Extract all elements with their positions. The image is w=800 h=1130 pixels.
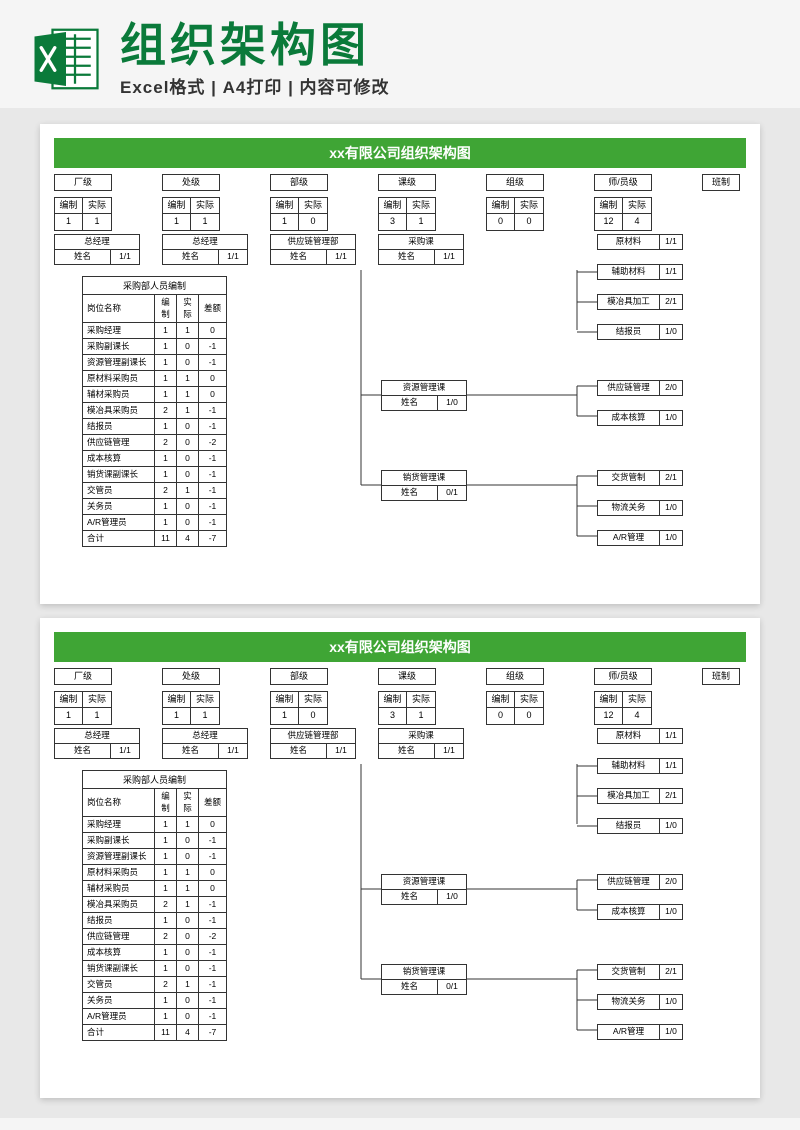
org-leaf: 模冶具加工2/1: [597, 788, 683, 804]
org-leaf: 原材料1/1: [597, 728, 683, 744]
table-row: 模冶具采购员21-1: [83, 896, 227, 912]
org-leaf: 供应链管理2/0: [597, 380, 683, 396]
page-title: 组织架构图: [120, 20, 390, 71]
count-box: 编制实际00: [486, 691, 544, 725]
org-node: 采购课姓名1/1: [378, 234, 464, 265]
staff-table: 岗位名称编制实际差额采购经理110采购副课长10-1资源管理副课长10-1原材料…: [82, 294, 227, 547]
level-cell: 组级: [486, 174, 544, 192]
org-canvas: 原材料1/1辅助材料1/1模冶具加工2/1结报员1/0资源管理课姓名1/0供应链…: [231, 270, 746, 590]
level-cell: 师/员级: [594, 174, 652, 192]
org-leaf: 辅助材料1/1: [597, 758, 683, 774]
table-row: 模冶具采购员21-1: [83, 402, 227, 418]
table-row: 销货课副课长10-1: [83, 466, 227, 482]
org-leaf: 物流关务1/0: [597, 994, 683, 1010]
table-row: 供应链管理20-2: [83, 434, 227, 450]
level-cell: 处级: [162, 668, 220, 686]
org-node: 供应链管理部姓名1/1: [270, 234, 356, 265]
sheet-title: xx有限公司组织架构图: [54, 632, 746, 662]
table-row: 辅材采购员110: [83, 386, 227, 402]
sheet-1: xx有限公司组织架构图厂级 处级 部级 课级 组级 师/员级 班制编制实际11 编制实际11 编…: [40, 124, 760, 604]
table-row: 合计114-7: [83, 1024, 227, 1040]
table-row: 供应链管理20-2: [83, 928, 227, 944]
count-box: 编制实际11: [162, 197, 220, 231]
table-row: 成本核算10-1: [83, 944, 227, 960]
org-leaf: 结报员1/0: [597, 818, 683, 834]
count-box: 编制实际31: [378, 197, 436, 231]
org-canvas: 原材料1/1辅助材料1/1模冶具加工2/1结报员1/0资源管理课姓名1/0供应链…: [231, 764, 746, 1084]
sheet-2: xx有限公司组织架构图厂级 处级 部级 课级 组级 师/员级 班制编制实际11 编制实际11 编…: [40, 618, 760, 1098]
level-cell: 部级: [270, 668, 328, 686]
count-box: 编制实际00: [486, 197, 544, 231]
count-box: 编制实际31: [378, 691, 436, 725]
table-row: 关务员10-1: [83, 992, 227, 1008]
org-node: 总经理姓名1/1: [54, 728, 140, 759]
table-row: 采购副课长10-1: [83, 832, 227, 848]
count-box: 编制实际124: [594, 691, 652, 725]
org-leaf: 结报员1/0: [597, 324, 683, 340]
table-row: A/R管理员10-1: [83, 1008, 227, 1024]
org-node: 销货管理课姓名0/1: [381, 470, 467, 501]
table-row: 资源管理副课长10-1: [83, 354, 227, 370]
org-leaf: 物流关务1/0: [597, 500, 683, 516]
org-node: 采购课姓名1/1: [378, 728, 464, 759]
level-cell: 组级: [486, 668, 544, 686]
level-cell: 厂级: [54, 668, 112, 686]
table-row: 原材料采购员110: [83, 864, 227, 880]
table-row: 交管员21-1: [83, 482, 227, 498]
table-row: 资源管理副课长10-1: [83, 848, 227, 864]
table-row: 采购经理110: [83, 816, 227, 832]
level-cell: 处级: [162, 174, 220, 192]
count-box: 编制实际11: [54, 197, 112, 231]
org-node: 总经理姓名1/1: [162, 234, 248, 265]
level-cell: 班制: [702, 668, 740, 686]
table-row: 采购副课长10-1: [83, 338, 227, 354]
header: 组织架构图 Excel格式 | A4打印 | 内容可修改: [0, 0, 800, 108]
level-cell: 课级: [378, 174, 436, 192]
org-leaf: 供应链管理2/0: [597, 874, 683, 890]
table-row: 合计114-7: [83, 530, 227, 546]
org-leaf: 成本核算1/0: [597, 904, 683, 920]
org-leaf: A/R管理1/0: [597, 1024, 683, 1040]
staff-caption: 采购部人员编制: [82, 770, 227, 788]
excel-icon: [30, 23, 102, 95]
table-row: 采购经理110: [83, 322, 227, 338]
org-node: 销货管理课姓名0/1: [381, 964, 467, 995]
org-node: 总经理姓名1/1: [54, 234, 140, 265]
level-cell: 厂级: [54, 174, 112, 192]
org-leaf: 原材料1/1: [597, 234, 683, 250]
table-row: 结报员10-1: [83, 418, 227, 434]
org-leaf: 交货管制2/1: [597, 964, 683, 980]
table-row: 销货课副课长10-1: [83, 960, 227, 976]
level-cell: 班制: [702, 174, 740, 192]
org-leaf: 交货管制2/1: [597, 470, 683, 486]
org-leaf: A/R管理1/0: [597, 530, 683, 546]
level-cell: 师/员级: [594, 668, 652, 686]
table-row: A/R管理员10-1: [83, 514, 227, 530]
count-box: 编制实际124: [594, 197, 652, 231]
count-box: 编制实际11: [162, 691, 220, 725]
table-row: 关务员10-1: [83, 498, 227, 514]
table-row: 辅材采购员110: [83, 880, 227, 896]
org-node: 总经理姓名1/1: [162, 728, 248, 759]
staff-table: 岗位名称编制实际差额采购经理110采购副课长10-1资源管理副课长10-1原材料…: [82, 788, 227, 1041]
level-cell: 课级: [378, 668, 436, 686]
page-area: xx有限公司组织架构图厂级处级部级课级组级师/员级班制编制实际11编制实际11编…: [0, 108, 800, 1118]
org-node: 资源管理课姓名1/0: [381, 380, 467, 411]
staff-caption: 采购部人员编制: [82, 276, 227, 294]
table-row: 成本核算10-1: [83, 450, 227, 466]
sheet-title: xx有限公司组织架构图: [54, 138, 746, 168]
org-leaf: 辅助材料1/1: [597, 264, 683, 280]
count-box: 编制实际10: [270, 197, 328, 231]
table-row: 结报员10-1: [83, 912, 227, 928]
table-row: 交管员21-1: [83, 976, 227, 992]
org-leaf: 模冶具加工2/1: [597, 294, 683, 310]
org-node: 资源管理课姓名1/0: [381, 874, 467, 905]
level-cell: 部级: [270, 174, 328, 192]
org-leaf: 成本核算1/0: [597, 410, 683, 426]
page-subtitle: Excel格式 | A4打印 | 内容可修改: [120, 73, 390, 98]
table-row: 原材料采购员110: [83, 370, 227, 386]
count-box: 编制实际11: [54, 691, 112, 725]
count-box: 编制实际10: [270, 691, 328, 725]
org-node: 供应链管理部姓名1/1: [270, 728, 356, 759]
